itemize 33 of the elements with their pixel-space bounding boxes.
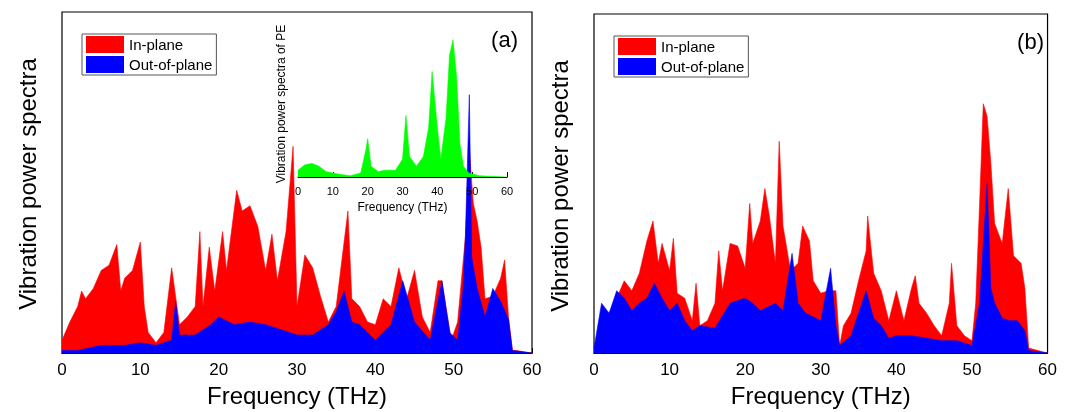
x-tick-label: 20 (361, 184, 374, 197)
x-tick-label: 0 (589, 360, 599, 380)
x-tick-label: 40 (431, 184, 444, 197)
x-tick-label: 40 (886, 360, 906, 380)
x-tick-label: 10 (130, 360, 150, 380)
legend-label: Out-of-plane (129, 56, 213, 73)
x-tick-label: 10 (660, 360, 680, 380)
x-axis-title: Frequency (THz) (206, 381, 388, 409)
annotation: (a) (491, 26, 518, 52)
legend-label: In-plane (661, 38, 716, 55)
x-tick-label: 60 (500, 184, 514, 197)
x-tick-label: 30 (396, 184, 409, 197)
x-tick-label: 60 (1038, 360, 1058, 380)
x-tick-label: 50 (444, 360, 464, 380)
x-tick-label: 20 (735, 360, 755, 380)
x-tick-label: 30 (811, 360, 831, 380)
x-tick-label: 50 (962, 360, 982, 380)
x-tick-label: 0 (294, 184, 302, 197)
x-tick-label: 10 (326, 184, 339, 197)
y-axis-title: Vibration power spectra (545, 59, 574, 312)
x-tick-label: 0 (57, 360, 67, 380)
x-tick-label: 20 (209, 360, 229, 380)
x-tick-label: 30 (287, 360, 307, 380)
text: (b) (1017, 28, 1044, 54)
x-tick-label: 50 (466, 184, 479, 197)
x-axis-title: Frequency (THz) (357, 200, 448, 214)
legend-label: In-plane (129, 36, 184, 53)
y-axis-title: Vibration power spectra of PE (274, 24, 289, 184)
legend-label: Out-of-plane (661, 58, 745, 75)
x-axis-title: Frequency (THz) (730, 381, 911, 409)
x-tick-label: 40 (365, 360, 385, 380)
x-tick-label: 60 (522, 360, 542, 380)
y-axis-title: Vibration power spectra (13, 57, 42, 310)
